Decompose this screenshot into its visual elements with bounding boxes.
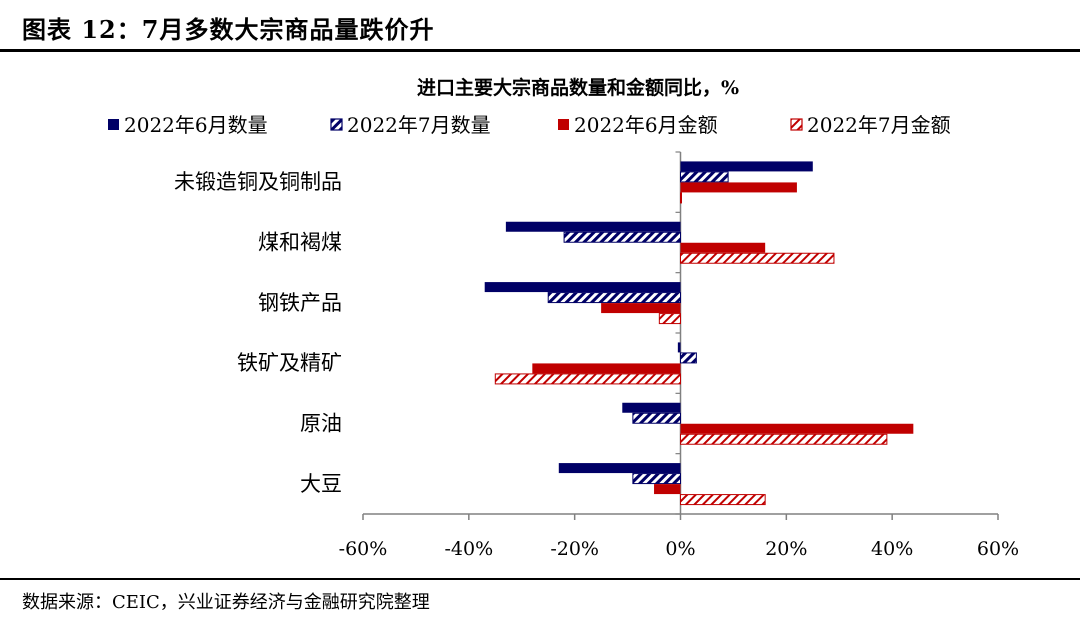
bar (532, 363, 681, 374)
legend-swatch (330, 118, 343, 131)
source-note: 数据来源：CEIC，兴业证券经济与金融研究院整理 (22, 592, 430, 613)
legend: 2022年6月数量 2022年7月数量 2022年6月金额 2022年7月金额 (108, 113, 951, 137)
bar (680, 192, 682, 204)
bar (484, 282, 681, 293)
bottom-rule (0, 578, 1080, 580)
bar (680, 161, 813, 172)
bar (680, 252, 835, 264)
x-tick-label: 0% (665, 538, 695, 560)
bar (654, 484, 681, 495)
bar (677, 342, 681, 353)
bar (505, 221, 681, 232)
legend-label: 2022年7月数量 (347, 113, 491, 137)
bar (622, 402, 681, 413)
bar-chart: 进口主要大宗商品数量和金额同比，% 2022年6月数量 2022年7月数量 2022… (108, 76, 1019, 560)
bar (547, 292, 681, 304)
x-tick-label: 20% (765, 538, 807, 560)
x-tick-label: -20% (550, 538, 599, 560)
x-tick-label: -60% (339, 538, 388, 560)
category-label: 钢铁产品 (258, 291, 342, 315)
axes (362, 151, 999, 520)
bar (680, 182, 797, 193)
bar (680, 242, 766, 253)
x-tick-label: 40% (871, 538, 913, 560)
legend-swatch (108, 119, 119, 130)
bar (494, 373, 681, 385)
category-label: 大豆 (300, 472, 342, 496)
legend-label: 2022年7月金额 (807, 113, 951, 137)
bar (632, 412, 681, 424)
category-label: 未锻造铜及铜制品 (174, 170, 342, 194)
bar (658, 313, 681, 325)
category-label: 原油 (300, 412, 342, 436)
figure-title: 图表 12：7月多数大宗商品量跌价升 (22, 15, 435, 44)
x-tick-label: -40% (445, 538, 494, 560)
bar (558, 463, 681, 474)
legend-swatch (558, 119, 569, 130)
bar (680, 423, 914, 434)
category-label: 煤和褐煤 (258, 231, 342, 255)
bar (680, 494, 766, 506)
legend-swatch (790, 118, 803, 131)
bars (484, 161, 914, 506)
chart-title: 进口主要大宗商品数量和金额同比，% (417, 76, 739, 99)
bar (563, 231, 681, 243)
category-label: 铁矿及精矿 (237, 351, 342, 375)
legend-label: 2022年6月数量 (124, 113, 268, 137)
top-rule (0, 49, 1080, 52)
bar (601, 303, 681, 314)
bar (680, 352, 697, 364)
legend-label: 2022年6月金额 (574, 113, 718, 137)
bar (680, 171, 729, 183)
bar (680, 433, 888, 445)
tick-labels: -60% -40% -20% 0% 20% 40% 60% (339, 538, 1019, 560)
x-tick-label: 60% (977, 538, 1019, 560)
bar (632, 473, 681, 485)
